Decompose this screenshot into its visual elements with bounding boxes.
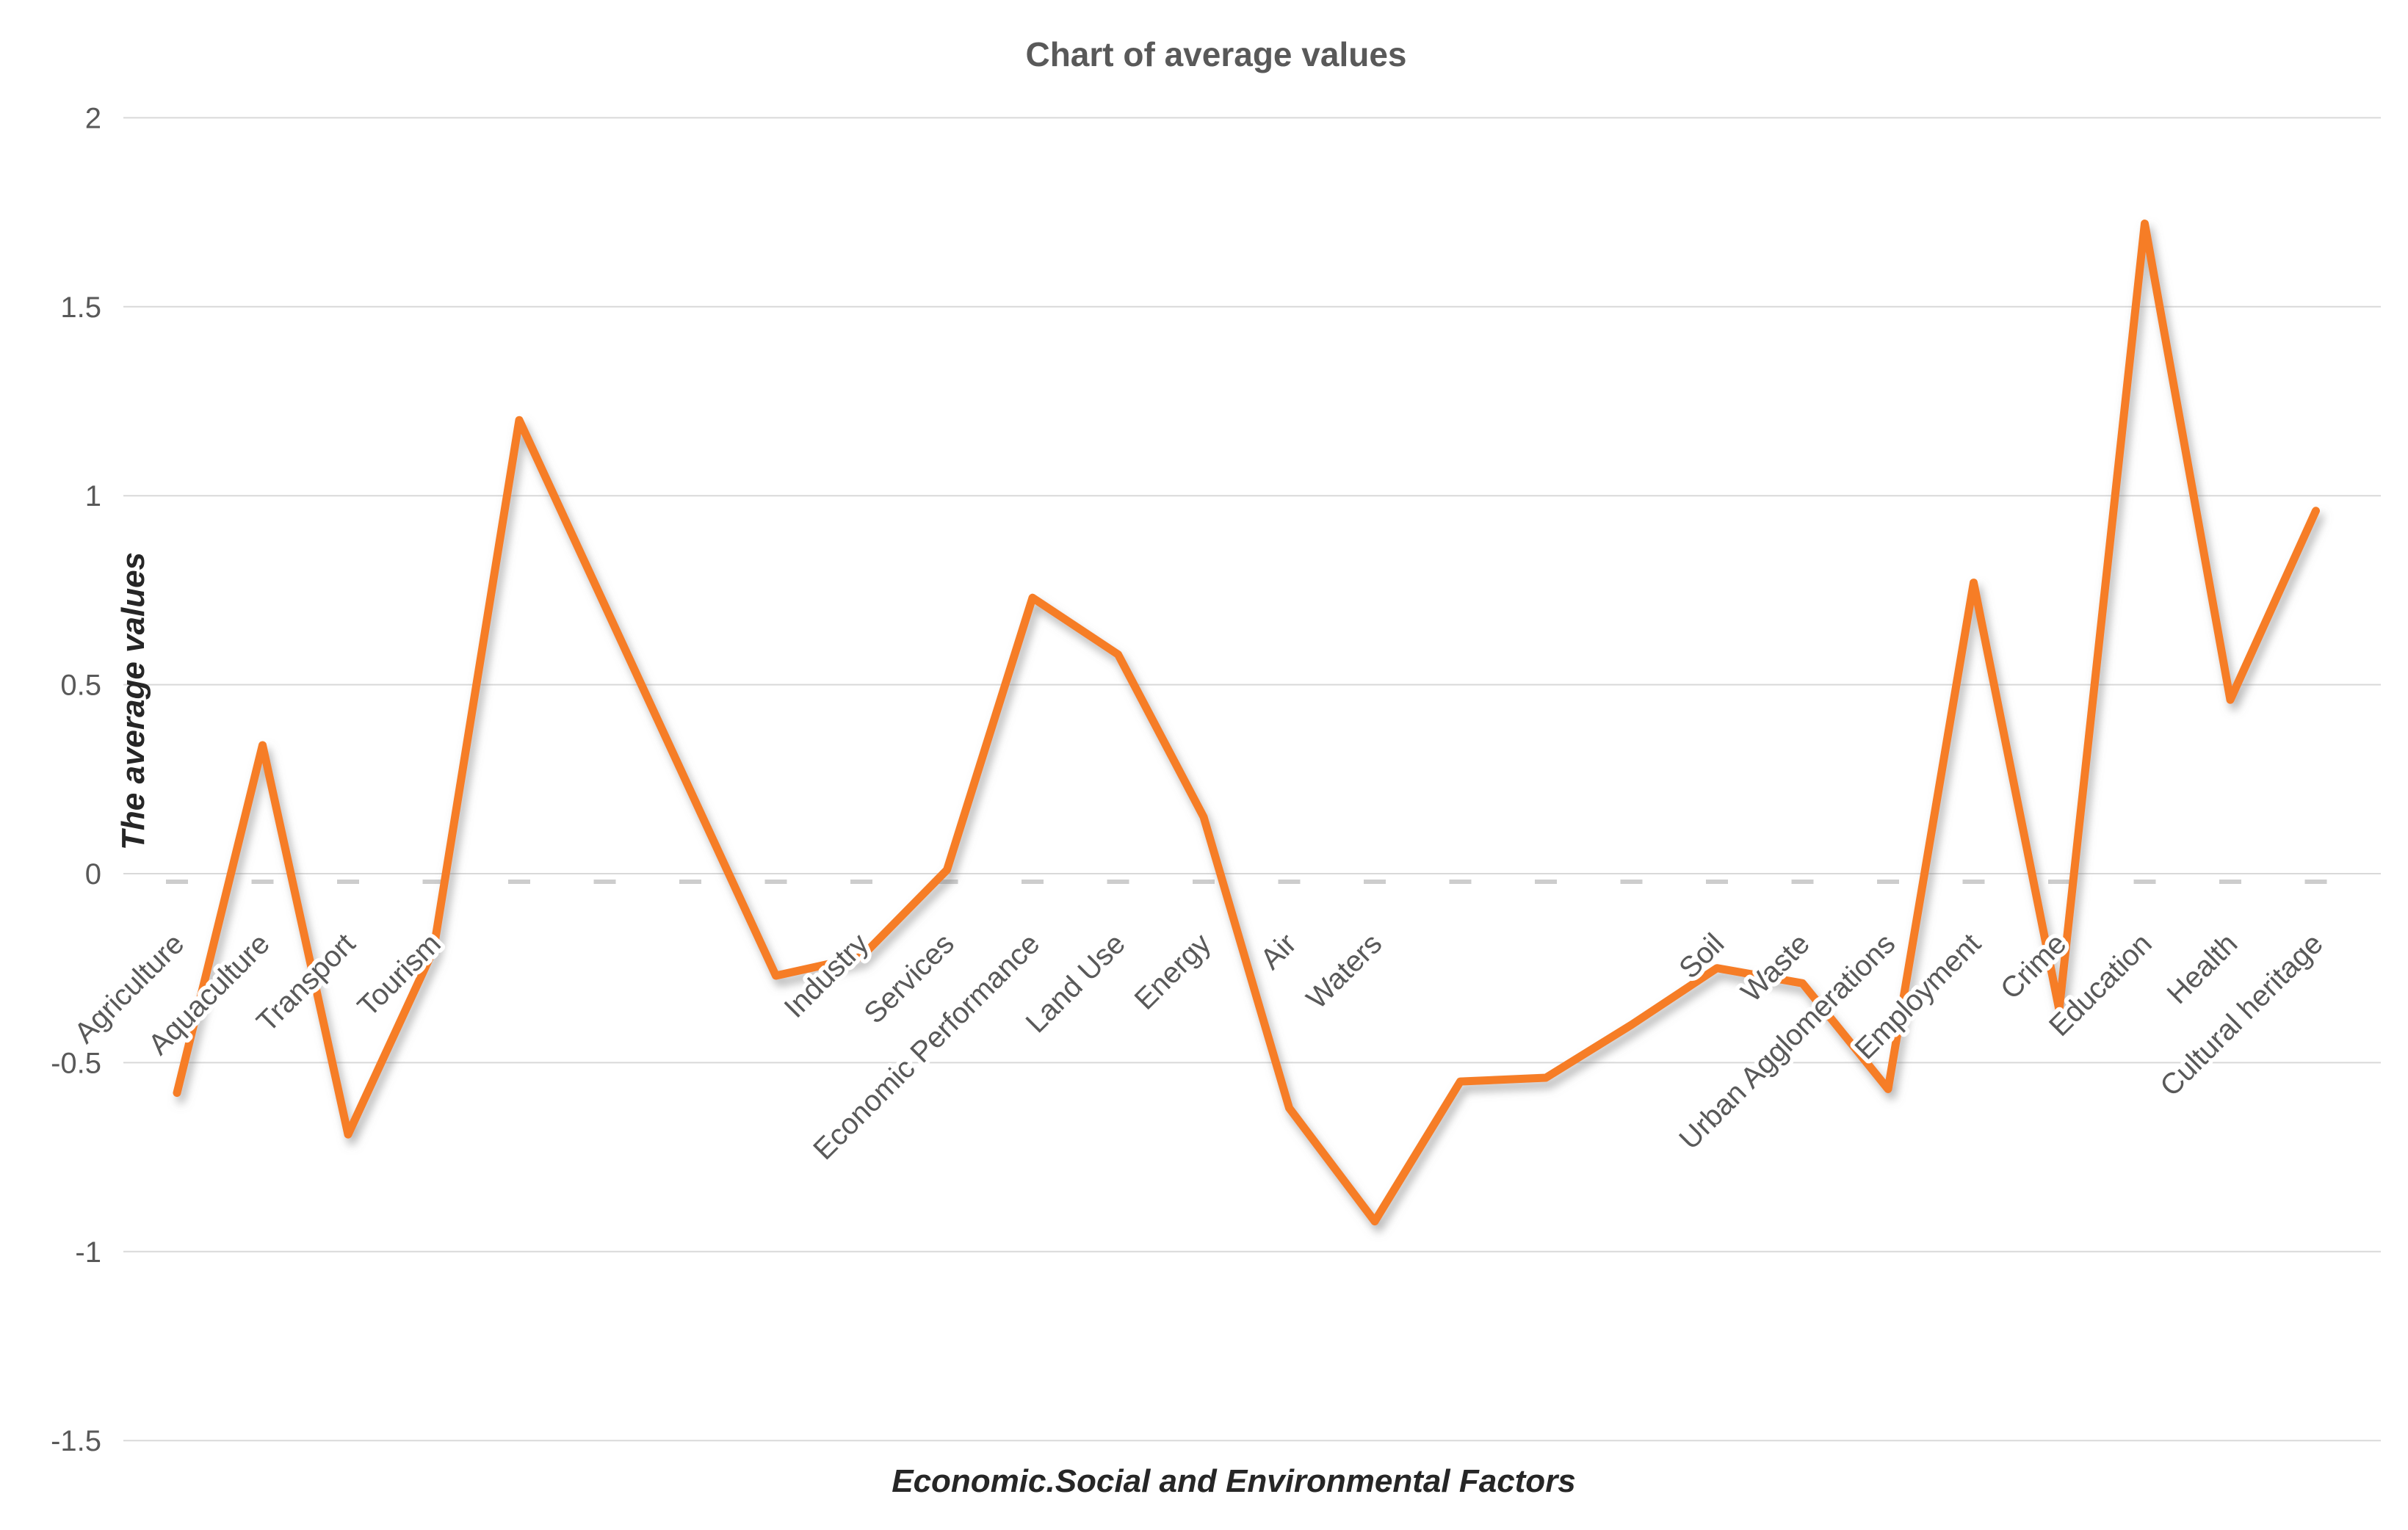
- category-tick-dash: [251, 880, 274, 884]
- y-axis-title: The average values: [115, 552, 151, 850]
- y-axis-tick-label: -0.5: [51, 1047, 101, 1079]
- gridlines: [123, 117, 2381, 1442]
- category-tick-dash: [1962, 880, 1985, 884]
- category-tick-dash: [1449, 880, 1472, 884]
- y-axis-tick-label: 0.5: [60, 670, 101, 702]
- x-axis-category-label: Waste: [1735, 927, 1816, 1008]
- category-tick-dash: [1364, 880, 1386, 884]
- x-axis-category-label: Soil: [1673, 927, 1730, 985]
- category-tick-dash: [1706, 880, 1728, 884]
- category-tick-dash: [1620, 880, 1643, 884]
- category-tick-dash: [936, 880, 958, 884]
- category-tick-dash: [2048, 880, 2070, 884]
- category-tick-dashes: [166, 880, 2327, 884]
- y-axis-tick-label: 1: [85, 480, 101, 512]
- category-tick-dash: [1791, 880, 1814, 884]
- y-axis-tick-label: -1.5: [51, 1425, 101, 1457]
- category-tick-dash: [679, 880, 701, 884]
- category-tick-dash: [850, 880, 872, 884]
- y-axis-tick-label: -1: [75, 1236, 101, 1269]
- category-tick-dash: [1193, 880, 1215, 884]
- category-tick-dash: [337, 880, 359, 884]
- category-tick-dash: [1278, 880, 1301, 884]
- category-tick-dash: [166, 880, 188, 884]
- category-tick-dash: [764, 880, 787, 884]
- category-tick-dash: [1107, 880, 1129, 884]
- x-axis-category-label: Waters: [1301, 927, 1389, 1015]
- x-axis-title: Economic.Social and Environmental Factor…: [892, 1463, 1576, 1499]
- series-line-group: [173, 220, 2320, 1226]
- y-axis-tick-label: 0: [85, 858, 101, 891]
- x-axis-category-label: Health: [2161, 927, 2244, 1010]
- category-tick-dash: [2219, 880, 2241, 884]
- chart-title: Chart of average values: [1025, 35, 1406, 73]
- category-tick-dash: [1535, 880, 1557, 884]
- category-tick-dash: [2133, 880, 2156, 884]
- x-axis-category-label: Cultural heritage: [2154, 927, 2329, 1103]
- category-tick-dash: [422, 880, 445, 884]
- y-axis-tick-labels: 2 1.5 1 0.5 0 -0.5 -1 -1.5: [51, 102, 101, 1457]
- x-axis-category-label: Energy: [1129, 927, 1218, 1016]
- category-tick-dash: [508, 880, 530, 884]
- category-tick-dash: [1877, 880, 1899, 884]
- category-tick-dash: [1022, 880, 1044, 884]
- series-line: [173, 220, 2320, 1226]
- y-axis-tick-label: 1.5: [60, 291, 101, 324]
- category-tick-dash: [2304, 880, 2327, 884]
- x-axis-category-label: Air: [1254, 927, 1303, 976]
- category-tick-dash: [593, 880, 616, 884]
- x-axis-category-label: Tourism: [352, 927, 447, 1023]
- y-axis-tick-label: 2: [85, 102, 101, 134]
